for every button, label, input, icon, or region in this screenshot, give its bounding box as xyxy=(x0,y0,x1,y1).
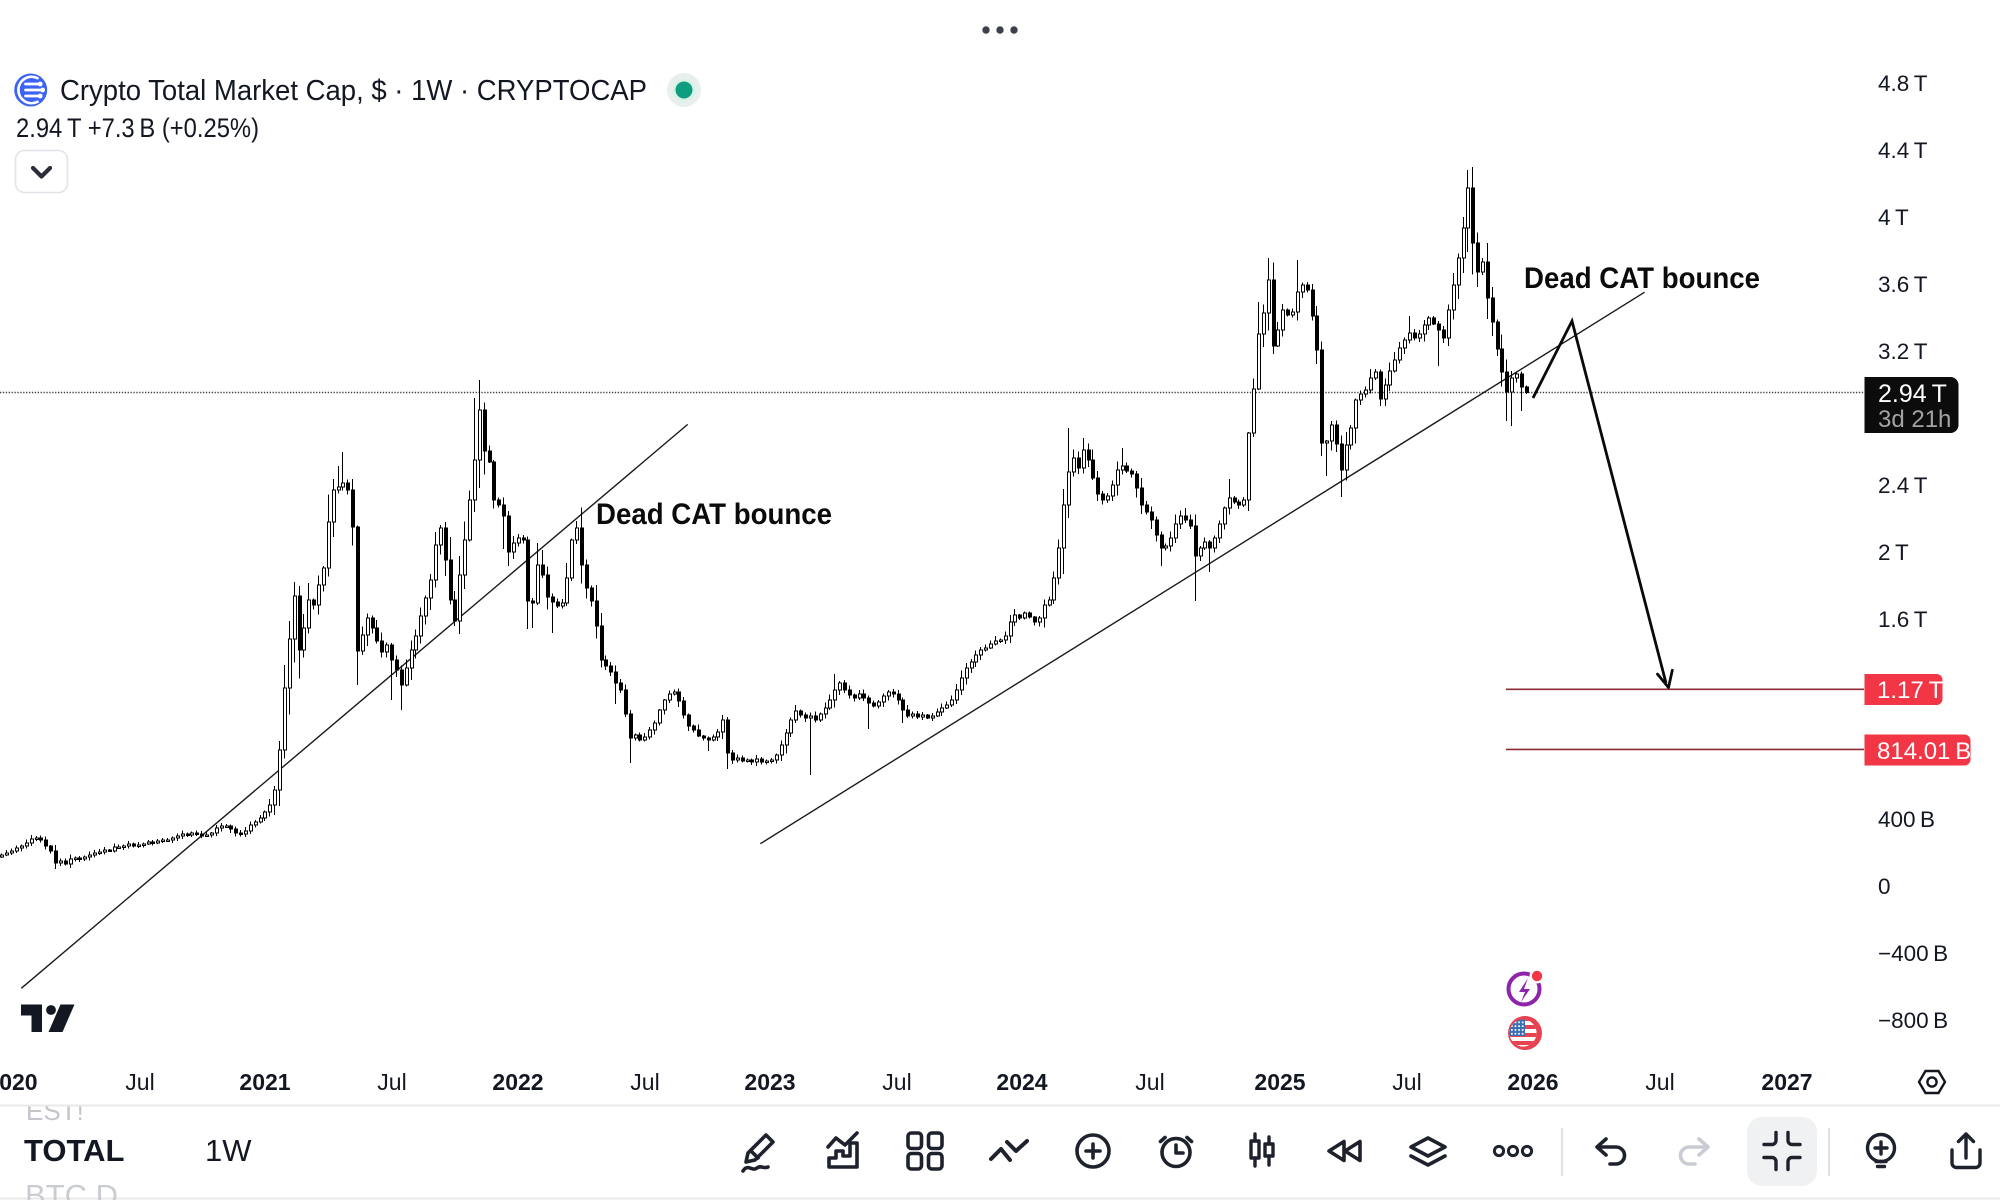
svg-text:2 T: 2 T xyxy=(1878,540,1909,565)
svg-text:EST!: EST! xyxy=(26,1096,84,1126)
svg-text:Jul: Jul xyxy=(377,1069,406,1095)
svg-text:Crypto Total Market Cap, $ · 1: Crypto Total Market Cap, $ · 1W · CRYPTO… xyxy=(60,75,647,107)
svg-text:2020: 2020 xyxy=(0,1069,38,1095)
svg-text:2027: 2027 xyxy=(1761,1069,1812,1095)
svg-text:Jul: Jul xyxy=(630,1069,659,1095)
svg-text:Jul: Jul xyxy=(1392,1069,1421,1095)
svg-text:2021: 2021 xyxy=(239,1069,290,1095)
svg-text:2.94 T: 2.94 T xyxy=(1878,380,1947,408)
svg-text:Jul: Jul xyxy=(882,1069,911,1095)
svg-text:2.94 T +7.3 B (+0.25%): 2.94 T +7.3 B (+0.25%) xyxy=(16,113,259,143)
svg-text:2023: 2023 xyxy=(744,1069,795,1095)
svg-text:3.6 T: 3.6 T xyxy=(1878,272,1928,297)
svg-text:Jul: Jul xyxy=(1645,1069,1674,1095)
svg-text:TOTAL: TOTAL xyxy=(24,1133,124,1168)
svg-text:BTC.D: BTC.D xyxy=(25,1178,118,1200)
svg-text:3d 21h: 3d 21h xyxy=(1878,406,1951,433)
svg-text:Jul: Jul xyxy=(125,1069,154,1095)
svg-text:Jul: Jul xyxy=(1135,1069,1164,1095)
svg-text:2026: 2026 xyxy=(1507,1069,1558,1095)
svg-text:4.8 T: 4.8 T xyxy=(1878,71,1928,96)
svg-text:4.4 T: 4.4 T xyxy=(1878,138,1928,163)
svg-text:2025: 2025 xyxy=(1254,1069,1305,1095)
svg-text:4 T: 4 T xyxy=(1878,205,1909,230)
svg-text:1.17 T: 1.17 T xyxy=(1877,677,1944,704)
svg-text:814.01 B: 814.01 B xyxy=(1877,738,1971,765)
svg-text:Dead CAT bounce: Dead CAT bounce xyxy=(1524,262,1760,295)
svg-text:Dead CAT bounce: Dead CAT bounce xyxy=(596,498,832,531)
svg-text:2024: 2024 xyxy=(996,1069,1047,1095)
svg-text:3.2 T: 3.2 T xyxy=(1878,339,1928,364)
svg-text:−400 B: −400 B xyxy=(1878,941,1948,966)
svg-text:1.6 T: 1.6 T xyxy=(1878,607,1928,632)
svg-text:2022: 2022 xyxy=(492,1069,543,1095)
svg-text:2.4 T: 2.4 T xyxy=(1878,473,1928,498)
svg-text:1W: 1W xyxy=(205,1133,252,1168)
svg-text:−800 B: −800 B xyxy=(1878,1008,1948,1033)
svg-text:0: 0 xyxy=(1878,874,1891,899)
svg-text:400 B: 400 B xyxy=(1878,807,1935,832)
